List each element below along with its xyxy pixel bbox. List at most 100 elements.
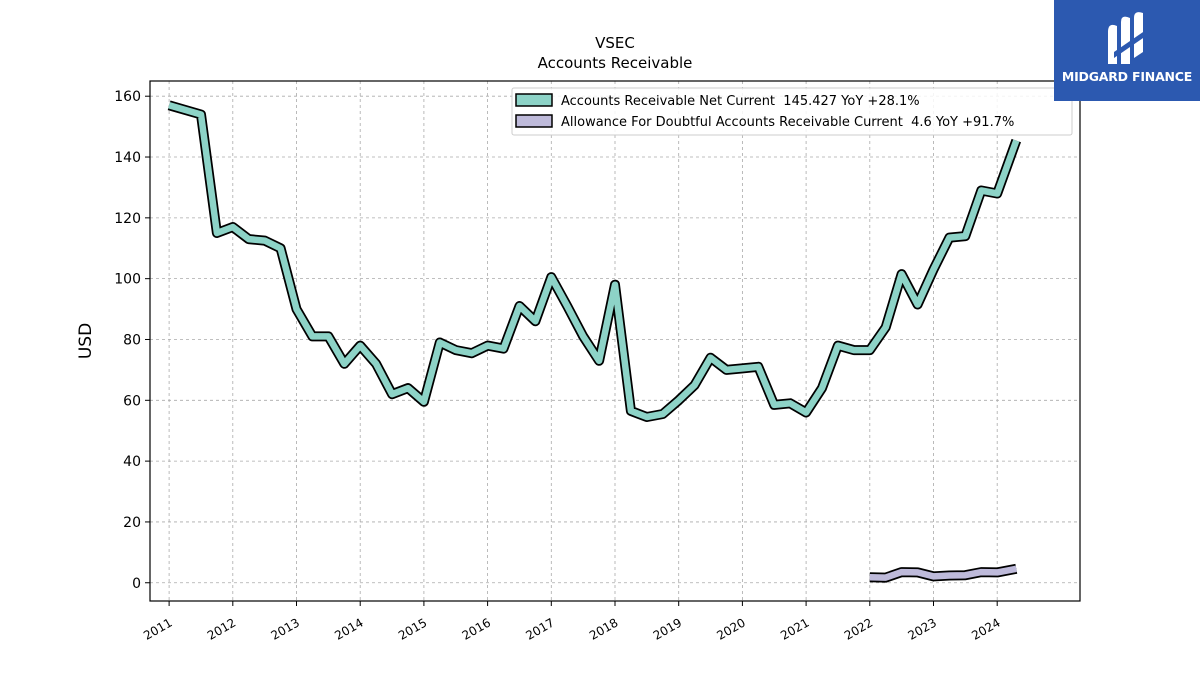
- data-point: [678, 400, 679, 401]
- y-tick-label: 140: [114, 150, 141, 166]
- data-point: [376, 363, 377, 364]
- data-point: [280, 248, 281, 249]
- data-point: [487, 345, 488, 346]
- data-point: [694, 385, 695, 386]
- data-point: [535, 321, 536, 322]
- data-point: [965, 236, 966, 237]
- data-point: [901, 572, 902, 573]
- x-tick-label: 2013: [269, 615, 302, 642]
- series-line-0: [168, 102, 1020, 421]
- data-point: [981, 572, 982, 573]
- data-point: [312, 336, 313, 337]
- data-point: [519, 306, 520, 307]
- data-point: [471, 353, 472, 354]
- data-point: [726, 369, 727, 370]
- data-point: [439, 342, 440, 343]
- y-tick-label: 60: [123, 393, 141, 409]
- data-point: [344, 363, 345, 364]
- data-point: [917, 304, 918, 305]
- data-point: [662, 414, 663, 415]
- data-point: [201, 114, 202, 115]
- chart-subtitle: Accounts Receivable: [538, 54, 693, 72]
- data-point: [885, 577, 886, 578]
- data-point: [965, 575, 966, 576]
- y-axis: 0 20 40 60 80 100 120 140 160: [114, 89, 150, 592]
- y-tick-label: 120: [114, 211, 141, 227]
- data-point: [392, 394, 393, 395]
- data-point: [758, 366, 759, 367]
- grid-lines: [150, 81, 1080, 601]
- data-point: [360, 345, 361, 346]
- x-tick-label: 2016: [460, 615, 493, 642]
- data-point: [408, 388, 409, 389]
- x-tick-label: 2014: [332, 615, 365, 642]
- data-point: [869, 350, 870, 351]
- data-point: [551, 277, 552, 278]
- data-point: [790, 403, 791, 404]
- data-point: [1016, 568, 1017, 569]
- data-point: [774, 404, 775, 405]
- midgard-finance-logo: MIDGARD FINANCE: [1054, 0, 1200, 101]
- data-point: [885, 327, 886, 328]
- data-point: [933, 576, 934, 577]
- data-point: [806, 412, 807, 413]
- data-point: [455, 350, 456, 351]
- legend-label-allowance: Allowance For Doubtful Accounts Receivab…: [561, 115, 1014, 130]
- x-tick-label: 2015: [396, 615, 429, 642]
- y-tick-label: 0: [132, 576, 141, 592]
- chart-title: VSEC: [595, 34, 635, 52]
- data-point: [853, 350, 854, 351]
- x-tick-label: 2012: [205, 615, 238, 642]
- data-point: [216, 233, 217, 234]
- data-point: [328, 336, 329, 337]
- x-tick-label: 2023: [906, 615, 939, 642]
- x-axis: 2011 2012 2013 2014 2015 2016 2017 2018 2019 2020…: [141, 601, 1003, 643]
- y-tick-label: 100: [114, 272, 141, 288]
- data-point: [837, 345, 838, 346]
- data-point: [869, 577, 870, 578]
- x-tick-label: 2022: [842, 615, 875, 642]
- y-tick-label: 40: [123, 454, 141, 470]
- x-tick-label: 2020: [714, 615, 747, 642]
- legend: Accounts Receivable Net Current 145.427 …: [511, 87, 1073, 136]
- x-tick-label: 2019: [651, 615, 684, 642]
- x-tick-label: 2024: [969, 615, 1002, 642]
- mf-monogram-icon: [1108, 12, 1146, 65]
- legend-swatch-allowance: [515, 114, 553, 128]
- data-point: [646, 417, 647, 418]
- data-point: [901, 274, 902, 275]
- data-point: [933, 269, 934, 270]
- data-point: [630, 410, 631, 411]
- data-point: [264, 240, 265, 241]
- data-point: [981, 190, 982, 191]
- data-point: [742, 368, 743, 369]
- data-point: [1016, 140, 1017, 141]
- x-tick-label: 2011: [141, 615, 174, 642]
- data-point: [296, 309, 297, 310]
- legend-box: [511, 87, 1073, 136]
- data-point: [997, 193, 998, 194]
- data-point: [917, 572, 918, 573]
- y-tick-label: 80: [123, 332, 141, 348]
- data-point: [503, 348, 504, 349]
- y-tick-label: 20: [123, 515, 141, 531]
- data-point: [169, 105, 170, 106]
- data-point: [599, 360, 600, 361]
- x-tick-label: 2018: [587, 615, 620, 642]
- data-point: [822, 388, 823, 389]
- data-point: [423, 401, 424, 402]
- series-line-1: [869, 565, 1017, 581]
- data-point: [232, 227, 233, 228]
- data-point: [997, 572, 998, 573]
- x-tick-label: 2021: [778, 615, 811, 642]
- data-point: [710, 357, 711, 358]
- x-tick-label: 2017: [523, 615, 556, 642]
- data-point: [248, 239, 249, 240]
- data-point: [567, 306, 568, 307]
- logo-text: MIDGARD FINANCE: [1061, 69, 1193, 84]
- data-point: [583, 336, 584, 337]
- legend-label-ar-net: Accounts Receivable Net Current 145.427 …: [561, 94, 920, 109]
- y-tick-label: 160: [114, 89, 141, 105]
- series-layer: [167, 100, 1022, 583]
